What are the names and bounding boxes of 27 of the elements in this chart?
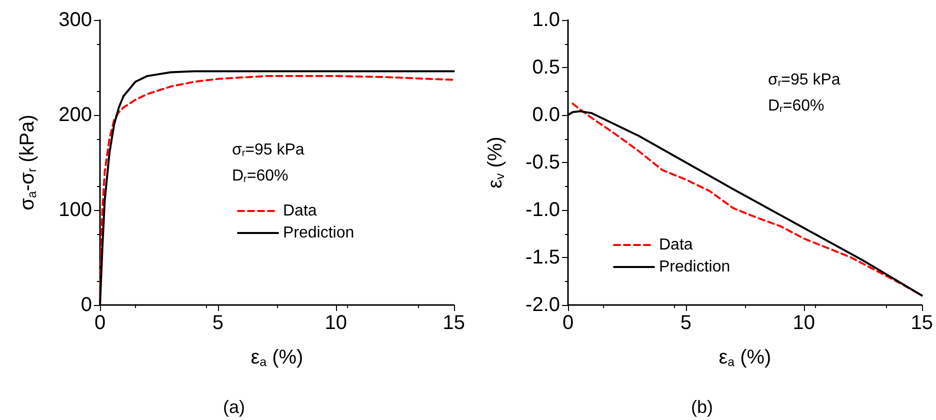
y-tick-label: -1.0 xyxy=(526,199,560,221)
text: (b) xyxy=(691,397,713,417)
y-tick-label: 200 xyxy=(58,104,92,126)
legend-label: Prediction xyxy=(659,258,730,276)
y-axis-title: σa-σr (kPa) xyxy=(16,114,39,210)
y-tick-label: -1.5 xyxy=(526,246,560,268)
x-tick-label: 10 xyxy=(324,312,348,334)
x-tick-label: 15 xyxy=(442,312,465,334)
y-tick-label: 0.5 xyxy=(532,56,560,78)
x-tick-label: 15 xyxy=(910,312,933,334)
y-axis-title: εv (%) xyxy=(484,136,507,188)
y-tick-label: 0.0 xyxy=(532,104,560,126)
x-tick-label: 10 xyxy=(792,312,816,334)
x-tick-label: 5 xyxy=(680,312,692,334)
y-tick-label: 100 xyxy=(58,199,92,221)
legend-label: Prediction xyxy=(283,224,354,242)
legend-label: Data xyxy=(283,202,317,220)
x-tick-label: 5 xyxy=(212,312,224,334)
y-tick-label: 1.0 xyxy=(532,9,560,31)
y-tick-label: -2.0 xyxy=(526,294,560,316)
y-tick-label: 300 xyxy=(58,9,92,31)
x-tick-label: 0 xyxy=(94,312,106,334)
y-tick-label: 0 xyxy=(80,294,92,316)
legend-label: Data xyxy=(659,236,693,254)
text: (a) xyxy=(223,397,245,417)
x-tick-label: 0 xyxy=(562,312,574,334)
y-tick-label: -0.5 xyxy=(526,152,560,174)
